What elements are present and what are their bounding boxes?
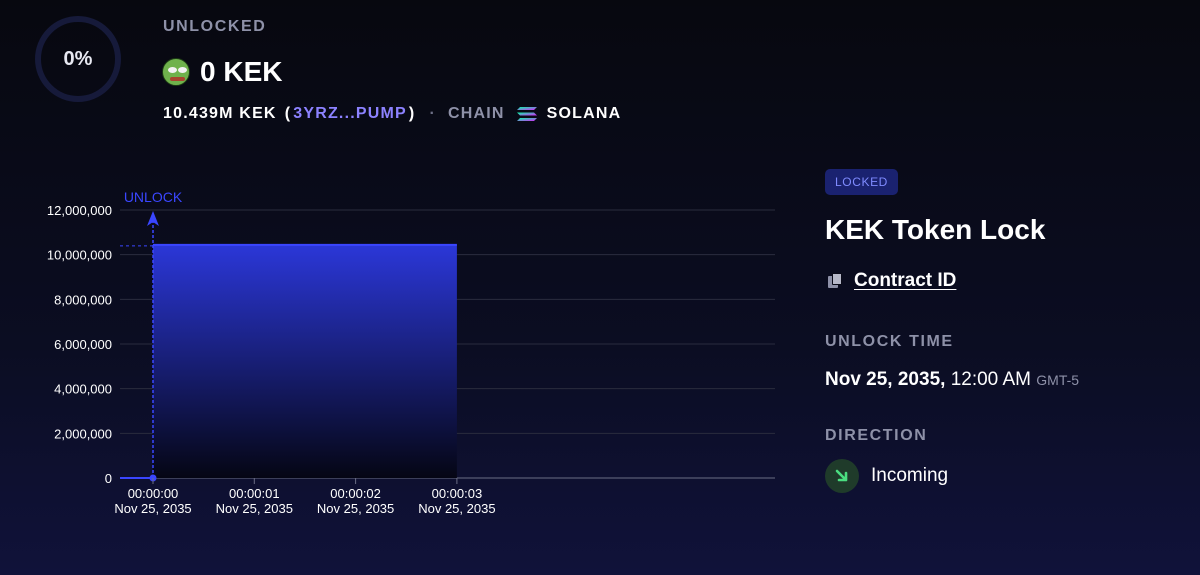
direction-value: Incoming	[871, 465, 949, 486]
y-tick-label: 0	[105, 471, 112, 486]
copy-icon[interactable]	[828, 273, 842, 289]
status-badge: LOCKED	[825, 169, 898, 195]
x-tick-time: 00:00:01	[229, 486, 280, 501]
x-tick-date: Nov 25, 2035	[317, 501, 394, 516]
y-tick-label: 4,000,000	[54, 382, 112, 397]
open-paren: (	[284, 105, 292, 122]
unlock-area-fill	[153, 244, 457, 478]
close-paren: )	[408, 105, 416, 122]
solana-icon	[516, 107, 537, 121]
unlock-time-value: Nov 25, 2035, 12:00 AM GMT-5	[825, 369, 1079, 391]
y-tick-label: 12,000,000	[47, 203, 112, 218]
chain-label: CHAIN	[447, 105, 505, 122]
unlock-annotation: UNLOCK	[124, 189, 183, 205]
unlock-schedule-chart: 12,000,000 10,000,000 8,000,000 6,000,000 4,…	[0, 180, 790, 530]
y-tick-label: 8,000,000	[54, 292, 112, 307]
lock-title: KEK Token Lock	[825, 214, 1046, 245]
unlock-arrow-icon	[147, 211, 159, 226]
x-tick-date: Nov 25, 2035	[114, 501, 191, 516]
unlocked-amount: 0 KEK	[200, 56, 283, 87]
x-tick-time: 00:00:00	[128, 486, 179, 501]
progress-percent: 0%	[63, 47, 93, 70]
contract-id-row[interactable]: Contract ID	[828, 270, 956, 292]
arrow-down-right-icon	[825, 459, 859, 493]
unlock-date: Nov 25, 2035,	[825, 369, 946, 390]
token-address-link[interactable]: 3YRZ...PUMP	[293, 105, 407, 122]
x-tick-time: 00:00:03	[432, 486, 483, 501]
direction-label: DIRECTION	[825, 427, 928, 444]
separator-dot: ·	[429, 105, 436, 122]
unlocked-amount-row: 0 KEK	[162, 56, 282, 88]
y-tick-label: 10,000,000	[47, 248, 112, 263]
direction-row: Incoming	[825, 459, 948, 493]
x-tick-date: Nov 25, 2035	[418, 501, 495, 516]
total-amount: 10.439M KEK	[163, 105, 277, 122]
x-tick-date: Nov 25, 2035	[216, 501, 293, 516]
pepe-token-avatar	[162, 58, 190, 86]
unlocked-label: UNLOCKED	[163, 18, 267, 35]
contract-id-link[interactable]: Contract ID	[854, 270, 957, 291]
unlock-progress-ring: 0%	[34, 15, 122, 103]
x-tick-time: 00:00:02	[330, 486, 381, 501]
unlock-clock: 12:00 AM	[950, 369, 1031, 390]
unlock-time-label: UNLOCK TIME	[825, 333, 954, 350]
y-tick-label: 2,000,000	[54, 426, 112, 441]
chain-name: SOLANA	[546, 105, 622, 122]
y-tick-label: 6,000,000	[54, 337, 112, 352]
unlock-timezone: GMT-5	[1036, 372, 1080, 388]
token-meta-row: 10.439M KEK ( 3YRZ...PUMP ) · CHAIN SOLA…	[163, 103, 621, 125]
